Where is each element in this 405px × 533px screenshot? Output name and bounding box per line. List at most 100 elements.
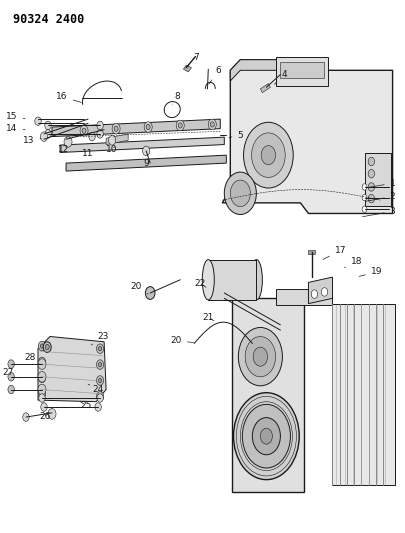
Circle shape xyxy=(8,385,14,394)
Circle shape xyxy=(361,195,366,201)
Text: 9: 9 xyxy=(143,155,149,167)
Circle shape xyxy=(146,124,150,130)
Polygon shape xyxy=(260,84,270,93)
Text: 20: 20 xyxy=(130,282,148,294)
Circle shape xyxy=(114,126,118,131)
Circle shape xyxy=(64,136,72,147)
Text: 23: 23 xyxy=(91,332,109,345)
Text: 19: 19 xyxy=(358,268,382,277)
Text: 14: 14 xyxy=(6,124,25,133)
Circle shape xyxy=(98,362,101,367)
Circle shape xyxy=(45,121,51,130)
Circle shape xyxy=(98,378,101,383)
Circle shape xyxy=(35,117,41,125)
Circle shape xyxy=(367,157,374,166)
Text: 16: 16 xyxy=(56,92,81,102)
Text: 21: 21 xyxy=(202,313,213,322)
Bar xyxy=(280,62,324,78)
Circle shape xyxy=(40,360,43,364)
Circle shape xyxy=(144,122,152,132)
Circle shape xyxy=(367,169,374,178)
Text: 11: 11 xyxy=(82,149,94,158)
Circle shape xyxy=(367,183,374,191)
Circle shape xyxy=(238,327,282,386)
Text: 20: 20 xyxy=(170,336,193,345)
Text: 6: 6 xyxy=(209,66,221,84)
Circle shape xyxy=(311,290,317,298)
Circle shape xyxy=(176,120,184,131)
Polygon shape xyxy=(232,298,304,492)
Bar xyxy=(364,152,390,206)
Polygon shape xyxy=(52,119,220,136)
Circle shape xyxy=(233,393,298,480)
Text: 17: 17 xyxy=(322,246,345,260)
Circle shape xyxy=(242,405,290,468)
Text: 90324 2400: 90324 2400 xyxy=(13,13,84,26)
Text: 18: 18 xyxy=(344,257,361,268)
Text: 15: 15 xyxy=(6,112,25,122)
Circle shape xyxy=(142,146,149,156)
Circle shape xyxy=(97,130,103,138)
Circle shape xyxy=(245,336,275,377)
Text: 3: 3 xyxy=(362,207,394,217)
Text: 27: 27 xyxy=(2,368,20,378)
Circle shape xyxy=(243,122,292,188)
Bar xyxy=(332,304,394,485)
Circle shape xyxy=(82,128,86,133)
Text: 10: 10 xyxy=(106,146,117,155)
Circle shape xyxy=(251,133,284,177)
Circle shape xyxy=(224,172,256,215)
Text: 5: 5 xyxy=(228,131,243,140)
Circle shape xyxy=(39,394,45,402)
Circle shape xyxy=(367,195,374,203)
Circle shape xyxy=(38,357,45,367)
Circle shape xyxy=(96,360,103,369)
Circle shape xyxy=(320,288,327,296)
Circle shape xyxy=(112,123,120,134)
Circle shape xyxy=(43,342,51,352)
Circle shape xyxy=(45,130,51,138)
Circle shape xyxy=(38,389,45,399)
Circle shape xyxy=(210,122,214,127)
Circle shape xyxy=(97,121,103,130)
Circle shape xyxy=(38,373,45,383)
Circle shape xyxy=(23,413,29,421)
Circle shape xyxy=(38,384,46,395)
Circle shape xyxy=(208,119,216,130)
Circle shape xyxy=(98,394,101,399)
Circle shape xyxy=(361,206,366,213)
Polygon shape xyxy=(308,277,332,304)
Polygon shape xyxy=(60,137,224,152)
Circle shape xyxy=(95,403,101,411)
Text: 13: 13 xyxy=(23,136,41,145)
Polygon shape xyxy=(230,60,315,81)
Text: 8: 8 xyxy=(172,92,179,104)
Circle shape xyxy=(145,287,155,300)
Text: 1: 1 xyxy=(367,179,394,188)
Circle shape xyxy=(98,346,101,351)
Text: 28: 28 xyxy=(24,353,40,365)
Circle shape xyxy=(89,132,95,141)
Text: 25: 25 xyxy=(80,401,92,410)
Circle shape xyxy=(8,360,14,368)
Circle shape xyxy=(253,347,267,366)
Circle shape xyxy=(8,373,14,381)
Text: 2: 2 xyxy=(364,192,394,201)
Circle shape xyxy=(38,359,46,369)
Circle shape xyxy=(40,132,47,141)
Circle shape xyxy=(40,376,43,380)
Bar xyxy=(276,57,328,86)
Circle shape xyxy=(40,392,43,396)
Ellipse shape xyxy=(202,260,214,300)
Circle shape xyxy=(97,394,103,402)
Polygon shape xyxy=(106,134,128,144)
Circle shape xyxy=(38,341,45,351)
Circle shape xyxy=(48,409,56,419)
Polygon shape xyxy=(222,60,392,214)
Ellipse shape xyxy=(250,260,262,300)
Circle shape xyxy=(96,344,103,353)
Circle shape xyxy=(178,123,182,128)
Text: 24: 24 xyxy=(88,384,103,394)
Polygon shape xyxy=(38,336,106,402)
Bar xyxy=(276,289,332,305)
